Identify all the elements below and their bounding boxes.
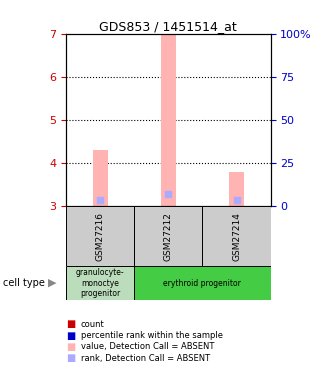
- Text: value, Detection Call = ABSENT: value, Detection Call = ABSENT: [81, 342, 214, 351]
- Bar: [134, 206, 202, 266]
- Text: ■: ■: [66, 331, 75, 340]
- Bar: [161, 34, 176, 206]
- Text: ▶: ▶: [48, 278, 56, 288]
- Text: ■: ■: [66, 342, 75, 352]
- Text: percentile rank within the sample: percentile rank within the sample: [81, 331, 223, 340]
- Bar: [66, 206, 134, 266]
- Text: granulocyte-
monoctye
progenitor: granulocyte- monoctye progenitor: [76, 268, 124, 298]
- Text: GSM27212: GSM27212: [164, 212, 173, 261]
- Bar: [93, 150, 108, 206]
- Text: cell type: cell type: [3, 278, 45, 288]
- Text: GSM27214: GSM27214: [232, 212, 241, 261]
- Bar: [202, 206, 271, 266]
- Text: erythroid progenitor: erythroid progenitor: [163, 279, 241, 288]
- Title: GDS853 / 1451514_at: GDS853 / 1451514_at: [99, 20, 237, 33]
- Text: ■: ■: [66, 320, 75, 329]
- Bar: [134, 266, 271, 300]
- Bar: [66, 266, 134, 300]
- Text: count: count: [81, 320, 105, 329]
- Text: rank, Detection Call = ABSENT: rank, Detection Call = ABSENT: [81, 354, 210, 363]
- Text: GSM27216: GSM27216: [96, 212, 105, 261]
- Bar: [229, 172, 244, 206]
- Text: ■: ■: [66, 353, 75, 363]
